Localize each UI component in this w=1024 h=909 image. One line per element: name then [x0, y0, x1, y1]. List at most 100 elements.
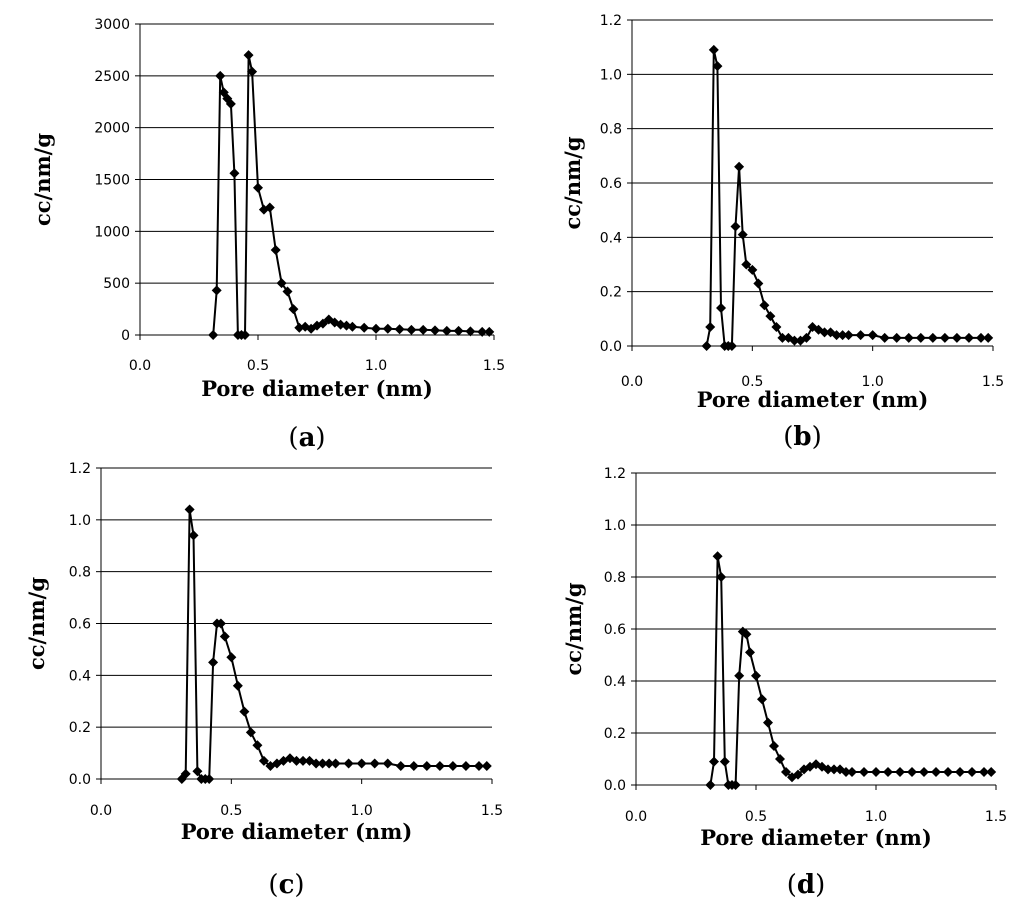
data-point-marker — [453, 325, 464, 336]
data-point-marker — [276, 278, 287, 289]
data-point-marker — [211, 285, 222, 296]
data-point-marker — [208, 330, 219, 340]
data-point-marker — [708, 44, 719, 55]
data-point-marker — [382, 758, 393, 769]
data-point-marker — [395, 761, 406, 772]
data-point-marker — [855, 330, 866, 341]
y-tick-label: 0.4 — [604, 674, 626, 690]
y-axis-title: cc/nm/g — [30, 133, 55, 226]
data-point-marker — [777, 332, 788, 343]
data-point-marker — [829, 764, 839, 775]
data-point-marker — [441, 325, 452, 336]
x-tick-label: 1.5 — [483, 358, 505, 374]
data-point-marker — [741, 629, 752, 640]
data-point-marker — [447, 761, 458, 772]
x-axis-title: Pore diameter (nm) — [201, 376, 433, 401]
data-point-marker — [819, 327, 830, 338]
data-point-marker — [359, 322, 370, 333]
data-point-marker — [484, 326, 495, 337]
data-point-marker — [219, 631, 230, 642]
data-point-marker — [883, 767, 893, 777]
data-point-marker — [716, 302, 727, 313]
data-point-marker — [356, 758, 367, 769]
data-point-marker — [907, 767, 917, 777]
data-point-marker — [734, 670, 745, 681]
data-point-marker — [253, 182, 263, 193]
data-point-marker — [382, 323, 393, 334]
data-point-marker — [705, 780, 716, 790]
data-point-marker — [919, 767, 929, 777]
data-point-marker — [871, 767, 881, 777]
y-tick-label: 0.4 — [69, 668, 91, 684]
data-point-marker — [841, 767, 851, 777]
data-point-marker — [712, 61, 723, 72]
data-point-marker — [726, 341, 737, 351]
y-tick-label: 0.0 — [600, 339, 622, 355]
y-tick-label: 0.6 — [600, 176, 622, 192]
x-tick-label: 0.0 — [90, 803, 112, 819]
data-point-marker — [763, 717, 773, 728]
y-tick-label: 0.2 — [69, 720, 91, 736]
data-point-marker — [843, 330, 854, 341]
y-tick-label: 1.2 — [604, 466, 626, 482]
data-point-marker — [232, 680, 243, 691]
series-line — [705, 49, 989, 347]
data-point-marker — [324, 758, 335, 769]
data-point-marker — [270, 244, 281, 255]
data-point-marker — [915, 332, 926, 343]
series-line — [709, 556, 992, 786]
data-point-marker — [745, 647, 755, 658]
panel-label: (a) — [288, 423, 325, 453]
data-point-marker — [712, 551, 723, 562]
x-tick-label: 0.5 — [247, 358, 269, 374]
y-tick-label: 0.6 — [69, 617, 91, 633]
y-tick-label: 1000 — [94, 224, 130, 240]
data-point-marker — [734, 161, 745, 172]
y-tick-label: 3000 — [94, 17, 130, 33]
data-point-marker — [769, 741, 779, 751]
data-point-marker — [430, 325, 440, 336]
x-axis-title: Pore diameter (nm) — [181, 819, 413, 844]
data-point-marker — [903, 332, 914, 343]
data-point-marker — [226, 652, 237, 663]
data-point-marker — [781, 767, 791, 777]
y-tick-label: 1.2 — [69, 461, 91, 477]
data-point-marker — [801, 332, 812, 343]
panel-label: (c) — [268, 870, 304, 900]
data-point-marker — [343, 758, 354, 769]
data-point-marker — [771, 321, 782, 332]
y-axis-title: cc/nm/g — [560, 136, 585, 229]
x-tick-label: 1.0 — [365, 358, 387, 374]
data-point-marker — [317, 758, 328, 769]
y-tick-label: 500 — [103, 276, 130, 292]
data-point-marker — [245, 727, 256, 738]
series-line — [181, 509, 487, 780]
data-point-marker — [184, 504, 195, 515]
data-point-marker — [434, 761, 445, 772]
y-tick-label: 2500 — [94, 69, 130, 85]
y-tick-label: 1.2 — [600, 13, 622, 29]
x-tick-label: 1.5 — [985, 809, 1007, 825]
data-point-marker — [967, 767, 977, 777]
data-point-marker — [460, 761, 471, 772]
data-point-marker — [258, 755, 269, 766]
data-point-marker — [793, 769, 803, 780]
data-point-marker — [192, 766, 203, 777]
data-point-marker — [963, 332, 974, 343]
y-tick-label: 2000 — [94, 121, 130, 137]
data-point-marker — [831, 330, 842, 341]
chart-panel-a: 0 500 1000 1500 2000 2500 3000 0.0 0.5 1.0 1.5 Pore… — [30, 17, 505, 453]
x-tick-label: 1.0 — [351, 803, 373, 819]
panel-label-letter: d — [797, 870, 815, 900]
data-point-marker — [264, 202, 275, 213]
data-point-marker — [823, 764, 833, 775]
data-point-marker — [709, 756, 719, 767]
data-point-marker — [229, 168, 240, 179]
x-tick-label: 1.5 — [982, 374, 1004, 390]
data-point-marker — [895, 767, 905, 777]
data-point-marker — [979, 767, 989, 777]
y-tick-label: 1.0 — [69, 513, 91, 529]
data-point-marker — [867, 330, 878, 341]
data-point-marker — [701, 341, 712, 351]
x-tick-label: 0.0 — [129, 358, 151, 374]
